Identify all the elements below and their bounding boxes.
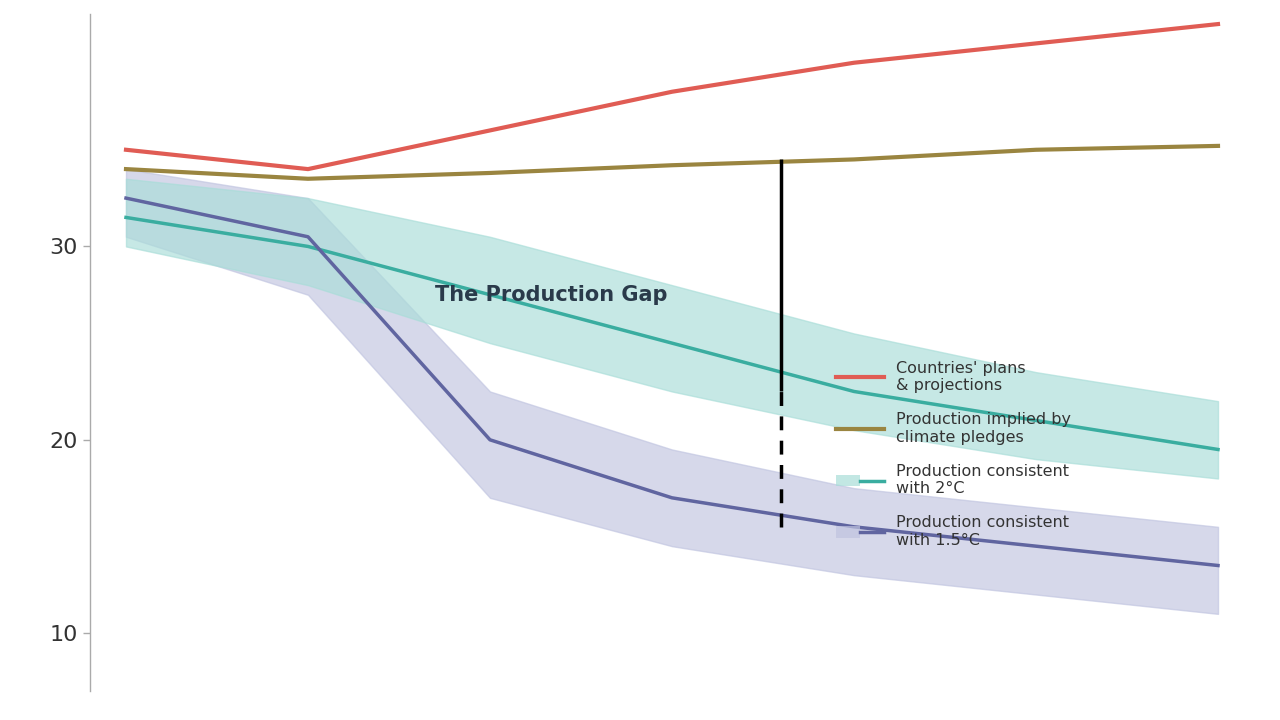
Text: The Production Gap: The Production Gap — [435, 285, 668, 305]
Legend: Countries' plans
& projections, Production implied by
climate pledges, Productio: Countries' plans & projections, Producti… — [829, 354, 1078, 554]
